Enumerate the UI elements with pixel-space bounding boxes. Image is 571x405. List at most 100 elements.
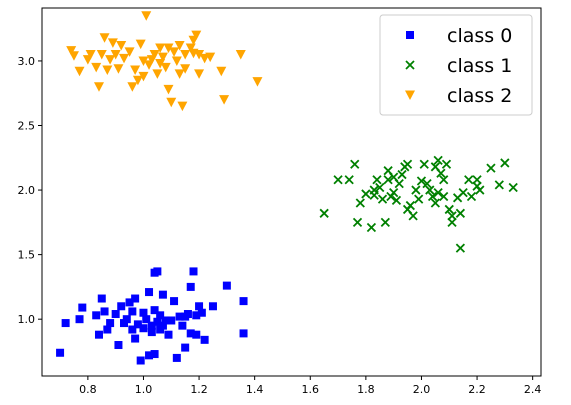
data-point (350, 159, 360, 169)
data-point (161, 316, 170, 325)
data-point (149, 49, 160, 60)
data-point (117, 302, 126, 311)
data-point (466, 191, 477, 202)
data-point (444, 204, 454, 215)
data-point (138, 56, 149, 66)
data-point (92, 311, 101, 320)
data-point (239, 329, 248, 338)
data-point (139, 324, 148, 333)
x-tick-label: 0.8 (79, 383, 97, 396)
data-point (172, 353, 181, 362)
legend-label: class 2 (447, 85, 512, 107)
data-point (344, 175, 354, 185)
data-point (170, 297, 179, 306)
x-tick-label: 2.2 (468, 383, 486, 396)
data-point (197, 308, 206, 317)
data-point (153, 317, 162, 326)
data-point (125, 298, 134, 307)
data-point (455, 243, 466, 253)
data-point (494, 180, 504, 190)
data-point (458, 188, 468, 198)
data-point (472, 175, 482, 185)
data-point (155, 43, 166, 54)
legend-label: class 1 (447, 55, 512, 77)
data-point (380, 217, 390, 227)
data-point (464, 175, 474, 185)
data-point (383, 175, 393, 185)
data-point (186, 329, 195, 338)
legend-entry: class 2 (405, 85, 512, 107)
data-point (102, 65, 113, 75)
x-tick-label: 2.4 (524, 383, 542, 396)
data-point (377, 194, 388, 204)
data-point (156, 311, 165, 320)
legend-marker (406, 31, 414, 39)
data-point (200, 335, 209, 344)
data-point (500, 158, 510, 168)
legend-entry: class 0 (406, 25, 512, 47)
data-point (107, 38, 118, 48)
data-point (189, 267, 198, 276)
data-point (216, 66, 227, 77)
data-point (433, 155, 443, 166)
legend: class 0 class 1 class 2 (379, 14, 533, 116)
data-point (78, 303, 87, 312)
data-point (153, 267, 162, 276)
data-point (333, 175, 343, 185)
data-point (191, 30, 202, 41)
data-point (124, 47, 135, 57)
data-point (152, 69, 163, 79)
data-point (56, 348, 65, 357)
data-point (369, 185, 379, 195)
data-point (114, 341, 123, 350)
data-point (145, 288, 154, 297)
data-point (361, 189, 371, 199)
data-point (183, 310, 192, 319)
data-point (414, 194, 424, 204)
series-class-1 (319, 155, 518, 253)
data-point (389, 188, 399, 198)
data-point (131, 334, 140, 343)
data-point (397, 169, 407, 180)
data-point (222, 281, 231, 290)
data-point (97, 294, 106, 303)
data-point (106, 319, 115, 328)
data-point (142, 315, 151, 324)
x-tick-label: 1.6 (302, 383, 320, 396)
data-point (94, 330, 103, 339)
data-point (119, 53, 130, 64)
data-point (252, 77, 263, 87)
data-point (85, 49, 96, 60)
data-point (208, 302, 217, 311)
data-point (486, 163, 496, 173)
legend-marker (405, 90, 415, 100)
data-point (158, 290, 167, 299)
data-point (127, 82, 138, 92)
data-point (436, 168, 446, 178)
data-point (91, 62, 102, 73)
data-point (141, 11, 152, 21)
data-point (194, 49, 205, 60)
data-point (145, 351, 154, 360)
data-point (405, 200, 415, 211)
data-point (352, 217, 363, 227)
data-point (194, 69, 205, 79)
data-point (68, 51, 79, 61)
data-point (136, 356, 145, 365)
data-point (186, 282, 195, 291)
data-point (239, 297, 248, 306)
data-point (475, 185, 485, 195)
data-point (411, 185, 421, 195)
data-point (158, 321, 167, 330)
data-point (133, 320, 142, 329)
data-point (192, 311, 201, 320)
x-axis: 0.8 1.0 1.2 1.4 1.6 1.8 2.0 2.2 2.4 (79, 376, 541, 396)
data-point (93, 82, 104, 92)
data-point (174, 69, 185, 79)
data-point (132, 75, 143, 86)
data-point (96, 49, 107, 60)
data-point (61, 319, 70, 328)
data-point (181, 343, 190, 352)
data-point (164, 330, 173, 339)
